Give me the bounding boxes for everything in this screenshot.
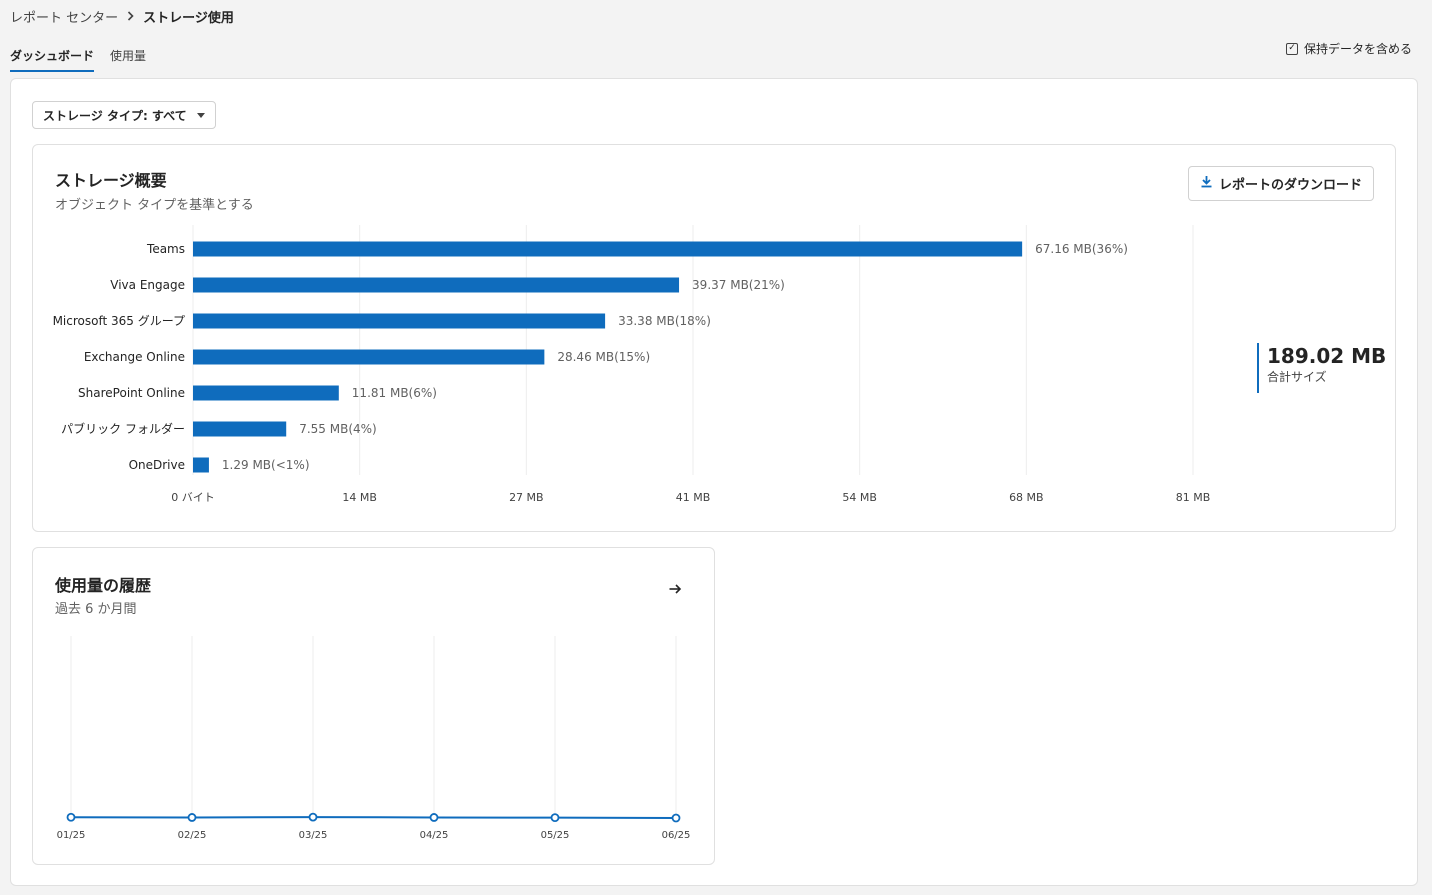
x-tick-label: 54 MB bbox=[842, 491, 877, 504]
breadcrumb: レポート センター ストレージ使用 bbox=[10, 7, 234, 26]
download-report-button[interactable]: レポートのダウンロード bbox=[1187, 166, 1374, 201]
x-tick-label: 41 MB bbox=[676, 491, 711, 504]
bar-data-label: 7.55 MB(4%) bbox=[299, 422, 377, 436]
x-tick-label: 01/25 bbox=[57, 830, 86, 841]
usage-line-chart: 01/25 02/25 03/25 04/25 05/25 06/25 bbox=[57, 636, 691, 841]
bar[interactable] bbox=[193, 277, 680, 293]
bar-data-label: 67.16 MB(36%) bbox=[1035, 242, 1128, 256]
bar[interactable] bbox=[193, 421, 287, 437]
x-tick-label: 81 MB bbox=[1176, 491, 1211, 504]
data-point[interactable] bbox=[671, 813, 681, 823]
history-subtitle: 過去 6 か月間 bbox=[55, 602, 137, 617]
x-tick-label: 04/25 bbox=[420, 830, 449, 841]
bar[interactable] bbox=[193, 349, 545, 365]
total-size: 189.02 MB 合計サイズ bbox=[1257, 343, 1386, 393]
bar-data-label: 1.29 MB(<1%) bbox=[222, 458, 310, 472]
x-tick-label: 05/25 bbox=[541, 830, 570, 841]
x-tick-label: 06/25 bbox=[662, 830, 691, 841]
x-tick-label: 14 MB bbox=[342, 491, 377, 504]
bar-data-label: 28.46 MB(15%) bbox=[557, 350, 650, 364]
tab-list: ダッシュボード 使用量 bbox=[10, 47, 146, 72]
breadcrumb-parent[interactable]: レポート センター bbox=[10, 11, 119, 26]
bar[interactable] bbox=[193, 241, 1023, 257]
bar[interactable] bbox=[193, 385, 339, 401]
total-size-label: 合計サイズ bbox=[1267, 370, 1327, 384]
tab-usage[interactable]: 使用量 bbox=[110, 49, 147, 63]
download-report-label: レポートのダウンロード bbox=[1218, 178, 1362, 193]
download-icon bbox=[1200, 175, 1213, 192]
arrow-right-icon[interactable] bbox=[664, 578, 686, 600]
category-label: OneDrive bbox=[129, 458, 185, 472]
dashboard-panel: ストレージ タイプ: すべて ストレージ概要 オブジェクト タイプを基準とする … bbox=[10, 78, 1418, 886]
retain-data-label: 保持データを含める bbox=[1303, 42, 1412, 56]
storage-overview-card: ストレージ概要 オブジェクト タイプを基準とする レポートのダウンロード 0 バ… bbox=[32, 144, 1396, 532]
tab-dashboard[interactable]: ダッシュボード bbox=[10, 47, 95, 72]
category-label: パブリック フォルダー bbox=[61, 421, 185, 436]
x-tick-label: 68 MB bbox=[1009, 491, 1044, 504]
storage-bar-chart: 0 バイト 14 MB 27 MB 41 MB 54 MB 68 MB 81 MB Teams… bbox=[53, 225, 1211, 504]
usage-history-card: 使用量の履歴 過去 6 か月間 01/25 02/25 03/25 04/25 05/2… bbox=[32, 547, 715, 865]
data-point[interactable] bbox=[429, 813, 439, 822]
bar-data-label: 33.38 MB(18%) bbox=[618, 314, 711, 328]
bar[interactable] bbox=[193, 457, 209, 473]
caret-down-icon bbox=[196, 112, 205, 118]
category-label: Exchange Online bbox=[84, 350, 185, 364]
retain-data-checkbox[interactable]: ✓ 保持データを含める bbox=[1285, 40, 1412, 57]
category-label: SharePoint Online bbox=[78, 386, 185, 400]
storage-type-filter[interactable]: ストレージ タイプ: すべて bbox=[32, 101, 216, 129]
category-label: Viva Engage bbox=[110, 278, 185, 292]
storage-type-filter-label: ストレージ タイプ: すべて bbox=[43, 108, 187, 123]
chevron-right-icon bbox=[126, 10, 135, 24]
checkmark-icon: ✓ bbox=[1285, 42, 1298, 55]
history-title: 使用量の履歴 bbox=[55, 576, 152, 595]
data-point[interactable] bbox=[550, 813, 560, 823]
total-size-value: 189.02 MB bbox=[1267, 344, 1387, 368]
bar-data-label: 39.37 MB(21%) bbox=[692, 278, 785, 292]
data-point[interactable] bbox=[187, 813, 197, 822]
breadcrumb-current: ストレージ使用 bbox=[143, 11, 234, 26]
category-label: Teams bbox=[146, 242, 185, 256]
x-tick-label: 27 MB bbox=[509, 491, 544, 504]
data-point[interactable] bbox=[66, 812, 76, 822]
x-tick-label: 03/25 bbox=[299, 830, 328, 841]
overview-subtitle: オブジェクト タイプを基準とする bbox=[55, 198, 254, 213]
x-tick-label: 0 バイト bbox=[171, 491, 215, 504]
bar[interactable] bbox=[193, 313, 606, 329]
x-tick-label: 02/25 bbox=[178, 830, 207, 841]
series-line bbox=[70, 816, 677, 819]
overview-title: ストレージ概要 bbox=[55, 171, 167, 190]
category-label: Microsoft 365 グループ bbox=[53, 314, 185, 328]
data-point[interactable] bbox=[308, 812, 318, 822]
bar-data-label: 11.81 MB(6%) bbox=[352, 386, 437, 400]
